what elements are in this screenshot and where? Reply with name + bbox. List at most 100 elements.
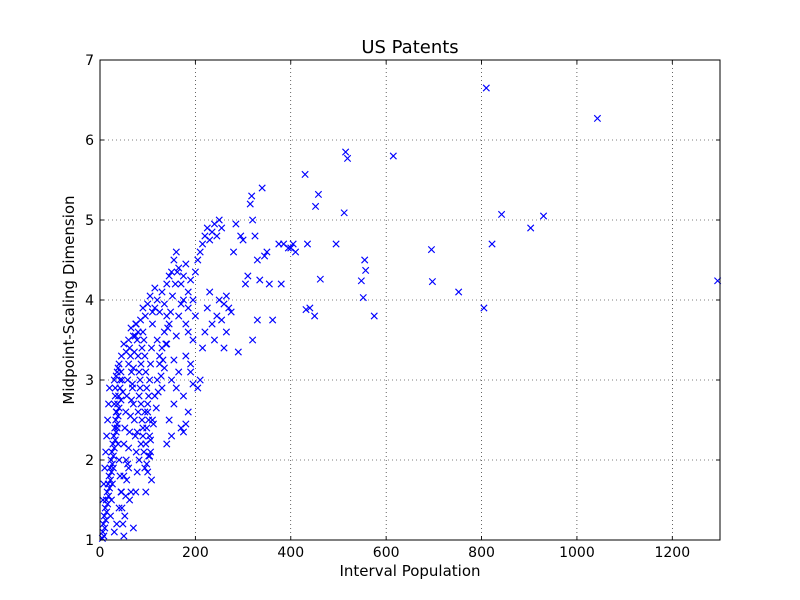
data-point: [175, 312, 183, 320]
data-point: [208, 320, 216, 328]
data-point: [357, 277, 365, 285]
data-point: [234, 348, 242, 356]
data-point: [115, 456, 123, 464]
data-point: [167, 376, 176, 384]
data-point: [121, 512, 129, 520]
data-point: [100, 532, 108, 540]
data-point: [145, 392, 153, 400]
data-point: [189, 336, 197, 344]
data-point: [144, 468, 152, 476]
data-point: [151, 284, 159, 292]
y-tick-label: 4: [85, 293, 94, 309]
data-point: [170, 356, 178, 364]
data-point: [107, 468, 116, 476]
data-point: [114, 412, 122, 420]
data-point: [147, 344, 156, 352]
data-points: [98, 84, 722, 542]
data-point: [110, 528, 118, 536]
data-point: [218, 224, 226, 232]
data-point: [171, 280, 179, 288]
data-point: [389, 152, 397, 160]
data-point: [184, 304, 192, 312]
x-tick-label: 200: [182, 545, 209, 561]
data-point: [177, 300, 185, 308]
data-point: [122, 492, 130, 500]
data-point: [173, 268, 181, 276]
data-point: [113, 424, 121, 432]
data-point: [129, 400, 137, 408]
data-point: [125, 428, 134, 436]
data-point: [118, 376, 126, 384]
data-point: [141, 464, 149, 472]
data-point: [103, 432, 111, 440]
data-point: [241, 280, 250, 288]
data-point: [123, 476, 131, 484]
x-tick-label: 1200: [654, 545, 690, 561]
data-point: [303, 240, 312, 248]
data-point: [172, 332, 180, 340]
data-point: [480, 304, 488, 312]
data-point: [232, 220, 240, 228]
data-point: [172, 248, 180, 256]
data-point: [164, 324, 172, 332]
data-point: [196, 248, 204, 256]
data-point: [106, 512, 115, 520]
data-point: [138, 344, 146, 352]
data-point: [249, 216, 257, 224]
data-point: [148, 320, 157, 328]
data-point: [125, 444, 133, 452]
data-point: [182, 320, 190, 328]
data-point: [237, 232, 245, 240]
data-point: [196, 376, 204, 384]
data-point: [189, 296, 197, 304]
data-point: [146, 436, 155, 444]
data-point: [158, 288, 166, 296]
data-point: [141, 408, 149, 416]
data-point: [133, 468, 141, 476]
data-point: [370, 312, 378, 320]
data-point: [227, 308, 235, 316]
data-point: [340, 209, 348, 217]
data-point: [141, 352, 149, 360]
data-point: [144, 400, 152, 408]
data-point: [144, 300, 152, 308]
data-point: [113, 520, 121, 528]
data-point: [265, 280, 273, 288]
data-point: [112, 408, 120, 416]
x-tick-label: 0: [96, 545, 105, 561]
data-point: [110, 376, 118, 384]
data-point: [109, 464, 117, 472]
data-point: [249, 336, 257, 344]
y-tick-label: 1: [85, 533, 94, 549]
data-point: [132, 488, 140, 496]
data-point: [189, 380, 197, 388]
data-point: [102, 448, 110, 456]
data-point: [167, 268, 176, 276]
data-point: [160, 364, 168, 372]
data-point: [108, 448, 116, 456]
y-tick-label: 5: [85, 213, 94, 229]
data-point: [143, 384, 151, 392]
data-point: [146, 452, 154, 460]
data-point: [133, 336, 141, 344]
data-point: [187, 368, 195, 376]
data-point: [124, 460, 132, 468]
data-point: [101, 524, 109, 532]
data-point: [206, 288, 214, 296]
data-point: [184, 408, 192, 416]
data-point: [220, 344, 228, 352]
data-point: [179, 272, 188, 280]
data-point: [116, 376, 124, 384]
data-point: [225, 304, 233, 312]
data-point: [132, 320, 140, 328]
chart-title: US Patents: [361, 37, 458, 58]
data-point: [488, 240, 496, 248]
data-point: [107, 496, 116, 504]
data-point: [210, 336, 219, 344]
data-point: [222, 328, 230, 336]
data-point: [362, 266, 370, 274]
data-point: [148, 308, 157, 316]
grid-lines: [100, 60, 720, 540]
data-point: [179, 392, 188, 400]
